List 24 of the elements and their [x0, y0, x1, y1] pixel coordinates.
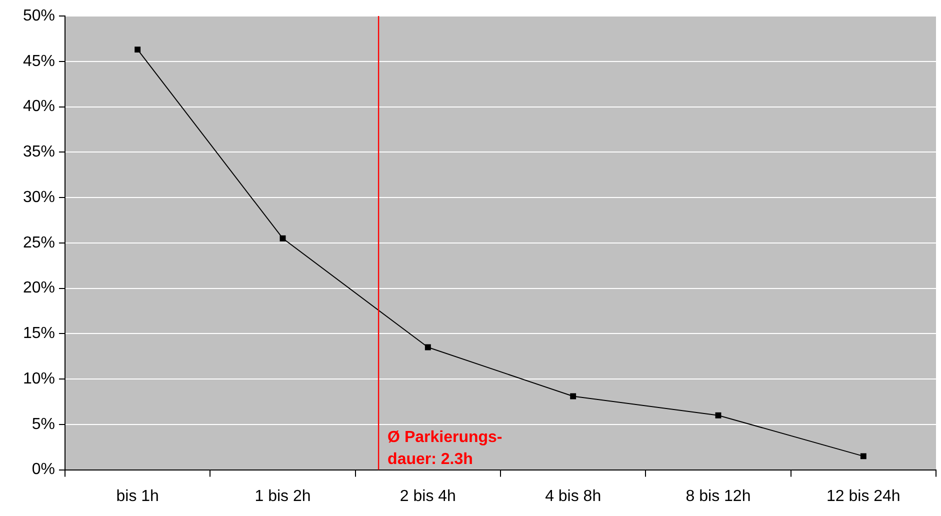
y-tick-label: 10% — [22, 370, 55, 388]
point — [570, 393, 576, 400]
x-tick-label: 12 bis 24h — [826, 488, 900, 505]
ref-line-label: Ø Parkierungs- dauer: 2.3h — [388, 428, 502, 468]
y-tick-label: 30% — [22, 188, 55, 206]
y-tick-label: 50% — [22, 7, 55, 24]
y-tick-label: 35% — [22, 144, 55, 161]
x-tick-label: 8 bis 12h — [686, 488, 751, 505]
y-tick-label: 45% — [22, 52, 55, 70]
point — [860, 453, 866, 460]
x-tick-label: 2 bis 4h — [400, 488, 456, 505]
y-tick-label: 15% — [22, 325, 55, 342]
x-tick-label: bis 1h — [116, 488, 159, 505]
y-tick-label: 0% — [32, 461, 55, 478]
point — [280, 235, 286, 242]
y-tick-label: 40% — [22, 98, 55, 116]
point — [715, 412, 722, 418]
x-tick-label: 1 bis 2h — [254, 488, 311, 505]
y-tick-label: 20% — [22, 280, 55, 297]
point — [424, 344, 431, 350]
point — [134, 46, 141, 53]
y-tick-label: 5% — [32, 416, 55, 433]
y-tick-label: 25% — [22, 234, 55, 252]
x-tick-label: 4 bis 8h — [545, 488, 602, 505]
